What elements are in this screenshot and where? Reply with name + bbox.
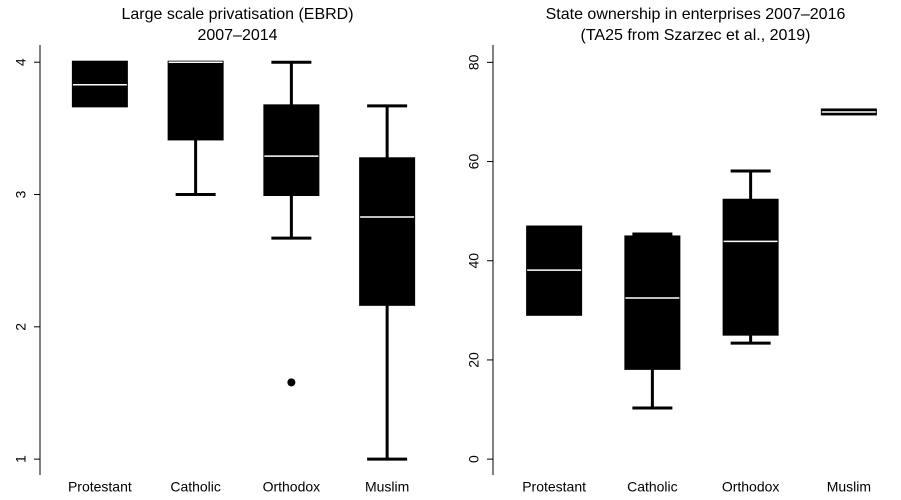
x-tick-label: Catholic: [627, 479, 678, 495]
y-tick-label: 0: [466, 455, 482, 463]
box: [263, 104, 320, 197]
x-tick-label: Orthodox: [722, 479, 780, 495]
box: [167, 60, 224, 141]
y-tick-label: 4: [13, 58, 29, 66]
y-tick-label: 3: [13, 190, 29, 198]
y-tick-label: 60: [466, 154, 482, 170]
x-tick-label: Orthodox: [263, 479, 321, 495]
y-tick-label: 80: [466, 54, 482, 70]
y-tick-label: 2: [13, 323, 29, 331]
x-tick-label: Catholic: [170, 479, 221, 495]
y-tick-label: 40: [466, 253, 482, 269]
chart-title: State ownership in enterprises 2007–2016: [546, 6, 846, 23]
y-tick-label: 20: [466, 352, 482, 368]
chart-subtitle: (TA25 from Szarzec et al., 2019): [580, 27, 810, 44]
x-tick-label: Protestant: [68, 479, 132, 495]
chart-title: Large scale privatisation (EBRD): [121, 6, 353, 23]
box: [624, 235, 681, 370]
x-tick-label: Protestant: [522, 479, 586, 495]
outlier: [287, 378, 296, 387]
chart-subtitle: 2007–2014: [197, 27, 277, 44]
box: [722, 198, 779, 336]
x-tick-label: Muslim: [365, 479, 409, 495]
box: [359, 157, 416, 306]
x-tick-label: Muslim: [827, 479, 871, 495]
y-tick-label: 1: [13, 455, 29, 463]
